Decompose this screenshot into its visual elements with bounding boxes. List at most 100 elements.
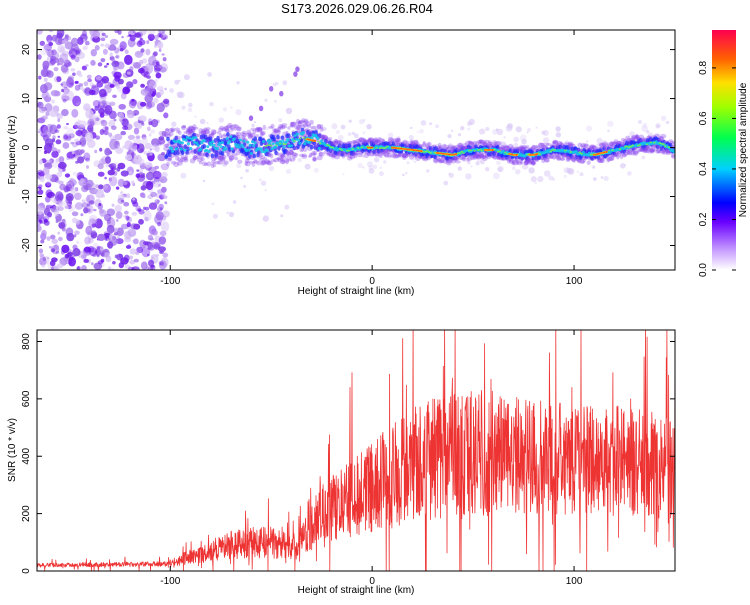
noise-blob (72, 248, 81, 257)
noise-blob (126, 35, 129, 38)
ridge-green (631, 144, 634, 147)
ridge-halo (362, 139, 368, 144)
ridge-halo (672, 141, 675, 146)
ridge-halo (297, 120, 303, 125)
faint-noise (513, 136, 519, 143)
ridge-halo (625, 148, 631, 152)
ridge-halo (186, 128, 192, 135)
ridge-cyan (672, 150, 675, 154)
ridge-halo (618, 140, 623, 146)
noise-blob (129, 259, 136, 265)
faint-noise (174, 79, 180, 85)
ridge-halo (552, 141, 557, 145)
noise-blob (58, 222, 66, 229)
noise-blob (45, 189, 53, 198)
ridge-halo (225, 124, 233, 129)
ridge-halo (231, 153, 238, 157)
ridge-halo (482, 142, 488, 147)
ridge-halo (394, 154, 400, 159)
ridge-halo (181, 125, 186, 131)
noise-blob (128, 255, 134, 260)
ridge-blue (287, 133, 291, 139)
noise-blob (140, 261, 148, 270)
colorbar-tick-label: 0.8 (698, 61, 709, 75)
ridge-halo (337, 139, 343, 145)
noise-blob (155, 253, 160, 257)
faint-noise (451, 129, 454, 132)
ridge-halo (567, 142, 572, 147)
faint-noise (292, 157, 296, 160)
ridge-halo (323, 136, 329, 140)
noise-blob (120, 170, 129, 177)
ridge-green (351, 148, 355, 151)
ridge-green (580, 152, 583, 155)
ridge-halo (264, 160, 271, 164)
ridge-halo (286, 153, 292, 160)
ridge-halo (235, 131, 239, 137)
noise-blob (109, 138, 118, 150)
ridge-red (313, 140, 316, 142)
noise-blob (101, 194, 105, 198)
noise-blob (113, 118, 117, 122)
noise-blob (106, 62, 109, 66)
ridge-halo (200, 130, 207, 135)
noise-blob (94, 218, 103, 229)
ridge-halo (577, 142, 582, 148)
ridge-halo (640, 137, 648, 143)
ridge-cyan (202, 139, 206, 143)
noise-blob (45, 111, 50, 117)
ridge-halo (572, 158, 576, 163)
ridge-halo (621, 153, 627, 158)
noise-blob (58, 180, 64, 185)
noise-blob (133, 142, 137, 146)
ridge-halo (319, 127, 324, 132)
faint-noise (596, 137, 603, 144)
ridge-halo (357, 137, 364, 141)
ridge-halo (289, 121, 294, 127)
noise-blob (72, 171, 78, 176)
ridge-halo (413, 139, 419, 145)
noise-blob (100, 43, 104, 47)
noise-blob (100, 252, 105, 257)
ridge-cyan (182, 137, 186, 141)
ridge-halo (519, 144, 524, 149)
noise-blob (153, 64, 163, 71)
ridge-halo (236, 126, 242, 132)
ridge-halo (165, 143, 170, 148)
noise-blob (49, 159, 52, 163)
noise-blob (111, 60, 120, 68)
noise-blob (44, 129, 52, 139)
ridge-halo (522, 144, 527, 150)
noise-blob (115, 140, 120, 145)
ridge-halo (375, 138, 381, 144)
noise-blob (42, 215, 50, 221)
ridge-halo (168, 132, 174, 137)
ridge-green (284, 143, 287, 146)
faint-noise (368, 168, 375, 174)
faint-noise (274, 81, 279, 86)
ridge-blue (210, 153, 215, 159)
snr-x-ticks: -100 0 100 (160, 330, 583, 587)
ridge-halo (285, 151, 291, 156)
ridge-halo (592, 146, 598, 150)
ridge-halo (543, 142, 549, 146)
ridge-halo (334, 140, 341, 144)
faint-noise (324, 127, 327, 131)
ridge-halo (201, 131, 206, 136)
faint-noise (245, 168, 249, 173)
noise-blob (141, 137, 148, 145)
ridge-halo (221, 156, 226, 161)
noise-blob (91, 262, 94, 266)
ridge-halo (584, 143, 588, 148)
ridge-halo (508, 160, 515, 164)
ridge-halo (297, 121, 302, 127)
ridge-halo (450, 145, 456, 149)
ridge-halo (309, 119, 314, 125)
noise-blob (45, 89, 49, 92)
ridge-halo (322, 134, 328, 141)
noise-blob (70, 54, 76, 60)
ridge-green (331, 146, 335, 149)
ridge-green (386, 145, 389, 148)
ridge-halo (281, 124, 286, 130)
